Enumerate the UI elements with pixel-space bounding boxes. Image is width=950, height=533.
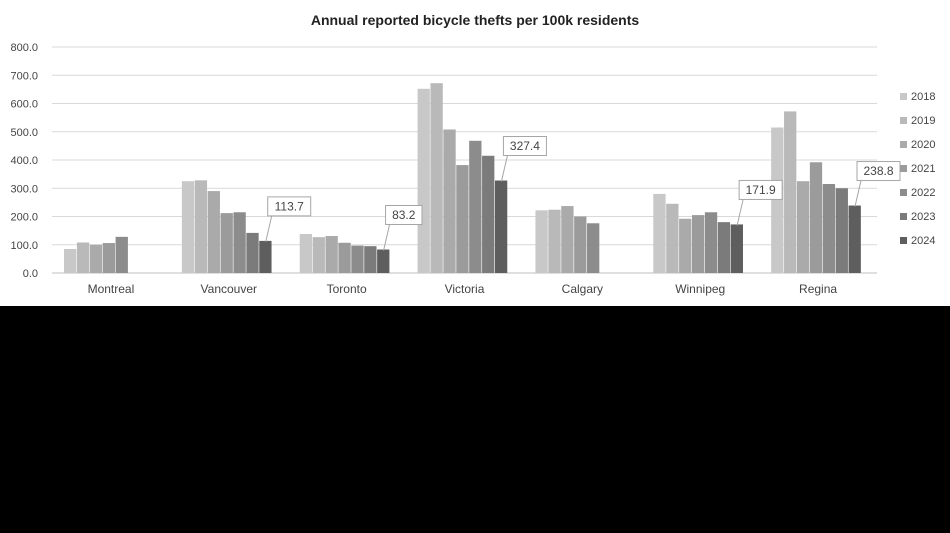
x-tick-label: Vancouver xyxy=(201,282,257,296)
legend-swatch xyxy=(900,213,907,220)
legend-label: 2019 xyxy=(911,115,935,127)
bar xyxy=(574,216,587,273)
callout-leader xyxy=(383,224,391,251)
bar xyxy=(364,246,377,273)
legend-label: 2021 xyxy=(911,163,935,175)
bar xyxy=(312,237,325,273)
callout-leader xyxy=(736,199,744,226)
bar xyxy=(115,236,128,273)
bar xyxy=(325,235,338,273)
bar xyxy=(181,181,195,273)
legend: 2018 2019 2020 2021 2022 2023 2024 xyxy=(900,91,935,247)
x-tick-label: Montreal xyxy=(88,282,135,296)
x-tick-label: Victoria xyxy=(445,282,485,296)
bar xyxy=(561,206,574,273)
y-tick-label: 700.0 xyxy=(10,70,38,82)
callout-label: 327.4 xyxy=(510,139,540,153)
callout-box xyxy=(856,161,901,182)
bar xyxy=(102,243,115,273)
legend-swatch xyxy=(900,189,907,196)
bar xyxy=(377,249,390,273)
y-tick-label: 400.0 xyxy=(10,155,38,167)
bar xyxy=(89,244,103,273)
blank-region xyxy=(0,306,950,533)
bar xyxy=(587,223,600,273)
callout-box xyxy=(385,204,423,225)
x-tick-label: Regina xyxy=(799,282,837,296)
legend-label: 2023 xyxy=(911,211,935,223)
bar xyxy=(771,127,784,273)
x-tick-label: Winnipeg xyxy=(675,282,725,296)
y-tick-label: 200.0 xyxy=(10,212,38,224)
bar xyxy=(64,248,77,273)
bar xyxy=(704,212,718,273)
bar xyxy=(430,83,443,273)
chart-panel: Annual reported bicycle thefts per 100k … xyxy=(0,0,950,306)
legend-label: 2022 xyxy=(911,187,935,199)
legend-label: 2024 xyxy=(911,235,935,247)
y-tick-label: 300.0 xyxy=(10,183,38,195)
bar xyxy=(494,180,508,273)
bar xyxy=(730,224,743,273)
bar xyxy=(338,242,351,273)
legend-swatch xyxy=(900,237,907,244)
bar xyxy=(443,129,456,273)
bar xyxy=(417,88,430,273)
y-tick-label: 0.0 xyxy=(23,268,38,280)
x-axis-ticks: Montreal Vancouver Toronto Victoria Calgary W… xyxy=(88,282,838,296)
bar xyxy=(351,245,364,273)
bar xyxy=(482,155,495,273)
data-callouts: 113.7 83.2 327.4 171.9 238.8 xyxy=(265,136,901,251)
y-axis-ticks: 0.0 100.0 200.0 300.0 400.0 500.0 600.0 700.0 80… xyxy=(10,42,38,280)
y-tick-label: 100.0 xyxy=(10,240,38,252)
legend-label: 2020 xyxy=(911,139,935,151)
bar xyxy=(835,188,848,273)
callout-label: 171.9 xyxy=(746,183,776,197)
x-tick-label: Toronto xyxy=(327,282,367,296)
bar xyxy=(691,215,705,273)
bar xyxy=(717,222,731,273)
y-tick-label: 800.0 xyxy=(10,42,38,54)
bar xyxy=(653,193,666,273)
legend-swatch xyxy=(900,117,907,124)
callout-box xyxy=(738,179,783,200)
bar xyxy=(666,203,679,273)
bar xyxy=(469,140,482,273)
bar xyxy=(456,165,469,273)
legend-swatch xyxy=(900,93,907,100)
bar xyxy=(233,212,246,273)
bar xyxy=(796,181,810,273)
legend-label: 2018 xyxy=(911,91,935,103)
bars xyxy=(64,83,861,273)
y-tick-label: 500.0 xyxy=(10,127,38,139)
bar xyxy=(548,209,561,273)
bar xyxy=(784,111,797,273)
bar xyxy=(299,234,313,273)
bar xyxy=(822,184,836,273)
callout-leader xyxy=(854,180,862,207)
callout-leader xyxy=(265,215,273,242)
bar xyxy=(535,210,548,273)
callout-box xyxy=(267,196,312,217)
legend-swatch xyxy=(900,141,907,148)
legend-swatch xyxy=(900,165,907,172)
bar xyxy=(848,205,861,273)
bar-chart: 0.0 100.0 200.0 300.0 400.0 500.0 600.0 700.0 80… xyxy=(10,42,935,296)
bar xyxy=(76,242,90,273)
callout-leader xyxy=(500,155,508,182)
callout-label: 238.8 xyxy=(863,164,893,178)
bar xyxy=(809,162,823,273)
bar xyxy=(207,191,220,273)
y-tick-label: 600.0 xyxy=(10,99,38,111)
callout-label: 83.2 xyxy=(392,208,416,222)
bar xyxy=(194,180,208,273)
callout-label: 113.7 xyxy=(275,199,304,213)
x-tick-label: Calgary xyxy=(562,282,603,296)
bar xyxy=(259,240,272,273)
bar xyxy=(220,213,233,273)
chart-title: Annual reported bicycle thefts per 100k … xyxy=(310,12,640,28)
bar xyxy=(246,232,259,273)
callout-box xyxy=(502,136,547,157)
bar xyxy=(679,218,692,273)
